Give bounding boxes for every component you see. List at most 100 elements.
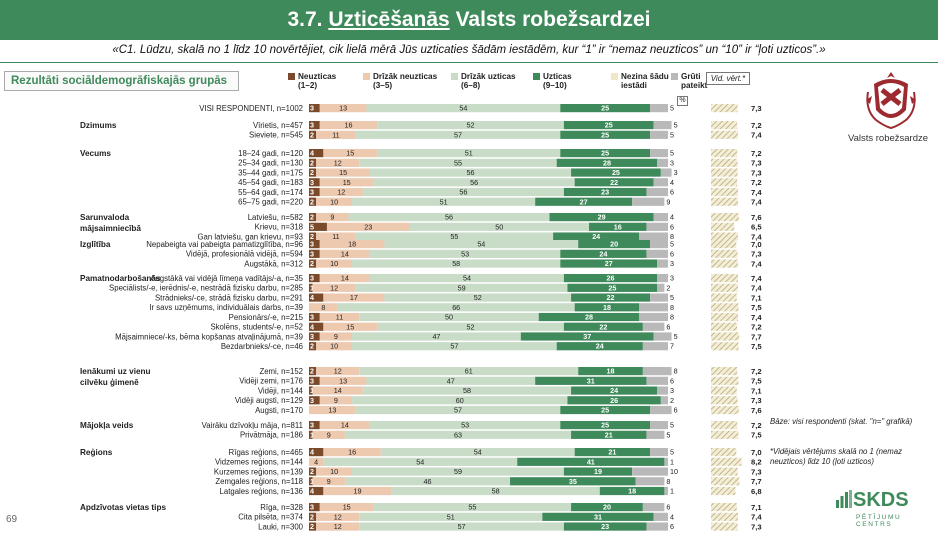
bar-segment <box>323 486 392 496</box>
bar-segment <box>650 421 668 430</box>
average-bar <box>711 213 739 222</box>
bar-segment <box>373 178 575 187</box>
data-label: 1 <box>670 487 674 496</box>
bar-segment <box>409 222 590 231</box>
bar-segment <box>309 512 317 521</box>
data-label: 51 <box>440 197 448 206</box>
brand-logo: SKDS <box>853 489 909 511</box>
row-label: Vidēji augsti, n=129 <box>235 396 303 405</box>
average-bar <box>711 178 738 187</box>
average-value: 7,5 <box>751 342 762 351</box>
data-label: 15 <box>339 168 347 177</box>
data-label: 3 <box>670 386 674 395</box>
average-bar <box>711 322 738 331</box>
data-label: 50 <box>445 313 453 322</box>
bar-segment <box>316 512 360 521</box>
data-label: 6 <box>670 376 674 385</box>
average-bar <box>711 197 739 206</box>
data-label: 2 <box>310 213 314 222</box>
average-bar <box>711 522 738 531</box>
data-label: 9 <box>327 477 331 486</box>
bar-segment <box>642 342 668 351</box>
average-bar <box>711 168 738 177</box>
bar-segment <box>571 293 651 302</box>
bar-segment <box>535 197 633 206</box>
row-label: Vairāku dzīvokļu māja, n=811 <box>202 421 303 430</box>
data-label: 4 <box>670 213 674 222</box>
data-label: 3 <box>674 168 678 177</box>
average-value: 8,2 <box>751 458 762 467</box>
average-bar <box>711 222 735 231</box>
bar-segment <box>355 232 554 241</box>
bar-segment <box>312 386 363 395</box>
data-label: 5 <box>310 222 314 231</box>
data-label: 12 <box>334 512 342 521</box>
bar-segment <box>319 332 353 341</box>
row-label: Krievu, n=318 <box>255 223 303 232</box>
bar-segment <box>556 158 658 167</box>
data-label: 21 <box>605 430 613 439</box>
bar-segment <box>309 293 324 302</box>
bar-segment <box>362 386 572 395</box>
row-label: Skolēns, students/-e, n=52 <box>210 323 303 332</box>
row-label: Bezdarbnieks/-ce, n=46 <box>221 342 303 351</box>
data-label: 6 <box>670 222 674 231</box>
average-value: 7,4 <box>751 259 762 268</box>
bar-segment <box>589 222 647 231</box>
data-label: 66 <box>452 303 460 312</box>
data-label: 12 <box>334 367 342 376</box>
bar-segment <box>309 396 320 405</box>
section-label: Rezultāti sociāldemogrāfiskajās grupās <box>4 71 239 91</box>
bar-segment <box>571 168 661 177</box>
bar-segment <box>352 259 561 268</box>
data-label: 3 <box>670 259 674 268</box>
data-label: 23 <box>601 188 609 197</box>
bar-segment <box>560 104 651 113</box>
bar-segment <box>599 486 665 496</box>
data-label: 1 <box>670 457 674 466</box>
row-label: 45–54 gadi, n=183 <box>238 178 303 187</box>
data-label: 57 <box>454 130 462 139</box>
row-label: Augstākā, n=312 <box>244 259 303 268</box>
data-label: 3 <box>310 421 314 430</box>
row-label: Vidēji, n=144 <box>258 386 304 395</box>
data-label: 27 <box>605 259 613 268</box>
data-label: 8 <box>674 367 678 376</box>
data-label: 2 <box>310 197 314 206</box>
bar-segment <box>635 477 665 486</box>
bar-segment <box>549 213 654 222</box>
average-bar <box>711 104 738 113</box>
data-label: 4 <box>310 293 314 302</box>
bar-segment <box>337 303 575 312</box>
data-label: 31 <box>587 376 595 385</box>
bar-segment <box>646 430 665 439</box>
bar-segment <box>352 396 568 405</box>
bar-segment <box>657 274 668 283</box>
bar-segment <box>309 222 327 231</box>
bar-segment <box>560 405 651 415</box>
data-label: 54 <box>416 457 424 466</box>
bar-segment <box>653 332 672 341</box>
legend-label: Grūti pateikt <box>681 72 708 90</box>
data-label: 16 <box>348 448 356 457</box>
average-bar <box>711 312 739 322</box>
bar-segment <box>639 232 668 241</box>
data-label: 1 <box>310 283 314 292</box>
data-label: 11 <box>336 313 343 322</box>
row-label: Zemi, n=152 <box>259 367 303 376</box>
bar-segment <box>535 376 647 385</box>
row-label: Vidēji zemi, n=176 <box>239 377 303 386</box>
data-label: 58 <box>452 259 460 268</box>
data-label: 5 <box>674 332 678 341</box>
bar-segment <box>352 332 521 341</box>
bar-segment <box>355 405 561 415</box>
data-label: 23 <box>601 522 609 531</box>
bar-segment <box>653 512 668 521</box>
data-label: 56 <box>467 168 475 177</box>
data-label: 9 <box>666 197 670 206</box>
bar-segment <box>366 376 536 385</box>
data-label: 8 <box>670 313 674 322</box>
data-label: 21 <box>608 448 616 457</box>
bar-segment <box>323 149 378 158</box>
data-label: 3 <box>310 503 314 512</box>
